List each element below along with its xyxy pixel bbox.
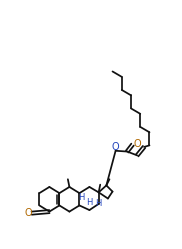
Text: O: O: [133, 139, 141, 149]
Text: H: H: [78, 193, 84, 202]
Text: H: H: [86, 198, 93, 207]
Text: O: O: [24, 208, 32, 218]
Text: H: H: [96, 199, 102, 208]
Text: O: O: [111, 142, 119, 152]
